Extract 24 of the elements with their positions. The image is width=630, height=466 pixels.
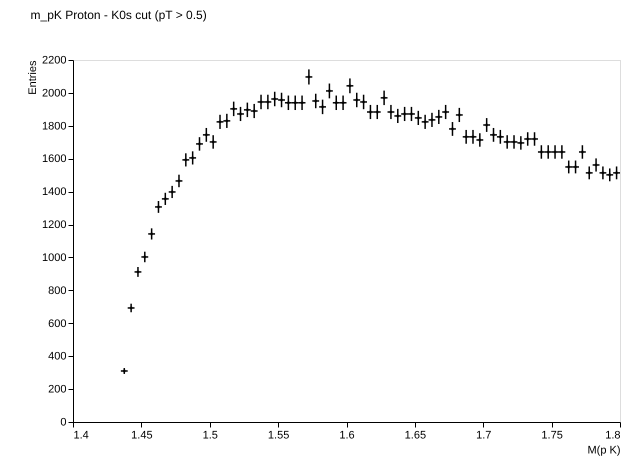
x-tick-label: 1.75 [541, 430, 563, 442]
y-tick-label: 1600 [42, 153, 66, 166]
x-tick-label: 1.7 [476, 430, 492, 442]
y-tick-label: 2200 [42, 54, 66, 66]
y-tick-label: 1000 [42, 252, 66, 264]
x-tick-label: 1.8 [605, 430, 620, 442]
x-axis-title: M(p K) [588, 444, 620, 456]
y-tick-label: 200 [48, 384, 66, 396]
chart-title: m_pK Proton - K0s cut (pT > 0.5) [30, 8, 207, 22]
x-tick-label: 1.55 [268, 430, 290, 442]
x-tick-label: 1.5 [202, 430, 218, 442]
x-tick-label: 1.6 [339, 430, 355, 442]
y-tick-label: 800 [48, 284, 66, 297]
x-tick-label: 1.4 [74, 430, 89, 442]
y-tick-label: 400 [48, 350, 66, 363]
x-tick-label: 1.45 [131, 430, 153, 442]
x-tick-label: 1.65 [404, 430, 426, 442]
y-tick-label: 1400 [42, 186, 66, 198]
y-tick-label: 2000 [42, 87, 66, 100]
y-tick-label: 1800 [42, 120, 66, 132]
y-axis-title: Entries [27, 60, 40, 95]
y-tick-label: 600 [48, 318, 66, 330]
y-tick-label: 1200 [42, 219, 66, 232]
y-tick-label: 0 [60, 416, 66, 428]
